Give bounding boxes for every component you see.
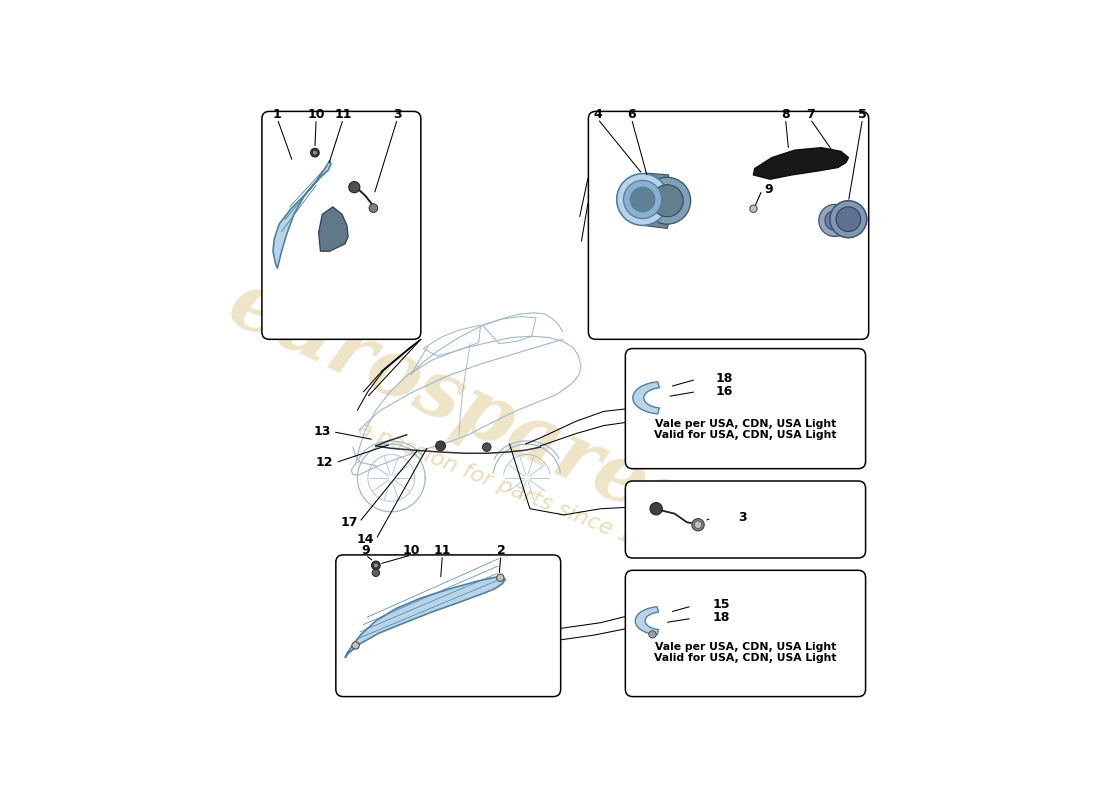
- Text: 10: 10: [307, 108, 324, 121]
- Circle shape: [649, 630, 656, 638]
- Circle shape: [352, 642, 360, 649]
- Text: 14: 14: [356, 533, 374, 546]
- Text: 6: 6: [627, 108, 636, 121]
- FancyBboxPatch shape: [262, 111, 421, 339]
- FancyBboxPatch shape: [625, 481, 866, 558]
- Circle shape: [617, 174, 669, 226]
- Text: 17: 17: [341, 516, 359, 529]
- Text: 15: 15: [712, 598, 729, 610]
- Circle shape: [310, 148, 319, 157]
- Text: 12: 12: [316, 456, 333, 469]
- Circle shape: [624, 180, 662, 218]
- Polygon shape: [642, 173, 670, 229]
- FancyBboxPatch shape: [625, 570, 866, 697]
- Circle shape: [818, 205, 850, 237]
- Circle shape: [694, 521, 702, 529]
- Text: 7: 7: [806, 108, 814, 121]
- Text: 18: 18: [715, 372, 733, 385]
- Circle shape: [836, 207, 860, 231]
- Circle shape: [692, 518, 704, 531]
- Circle shape: [483, 443, 491, 451]
- Text: eurospares: eurospares: [217, 263, 702, 545]
- Circle shape: [651, 185, 683, 217]
- Text: a passion for parts since 1985: a passion for parts since 1985: [355, 418, 674, 562]
- Text: 8: 8: [781, 108, 790, 121]
- Text: 9: 9: [361, 544, 370, 557]
- Circle shape: [750, 205, 757, 213]
- Circle shape: [825, 210, 845, 230]
- Text: 5: 5: [858, 108, 867, 121]
- Circle shape: [370, 204, 377, 213]
- Text: 18: 18: [712, 611, 729, 624]
- Polygon shape: [754, 148, 848, 179]
- Circle shape: [630, 187, 654, 212]
- Text: 13: 13: [314, 426, 331, 438]
- Text: 2: 2: [496, 544, 505, 557]
- Polygon shape: [636, 606, 659, 635]
- Circle shape: [373, 563, 378, 568]
- FancyBboxPatch shape: [588, 111, 869, 339]
- Text: Vale per USA, CDN, USA Light: Vale per USA, CDN, USA Light: [654, 418, 836, 429]
- Circle shape: [496, 574, 504, 582]
- Text: 3: 3: [393, 108, 402, 121]
- Circle shape: [372, 569, 379, 577]
- Polygon shape: [345, 577, 505, 658]
- Circle shape: [829, 201, 867, 238]
- Text: 16: 16: [715, 385, 733, 398]
- FancyBboxPatch shape: [336, 555, 561, 697]
- Text: 9: 9: [763, 183, 772, 196]
- Circle shape: [349, 182, 360, 193]
- Circle shape: [312, 150, 317, 155]
- Circle shape: [644, 178, 691, 224]
- Circle shape: [372, 561, 381, 570]
- Text: 1: 1: [273, 108, 282, 121]
- Polygon shape: [319, 207, 348, 251]
- Polygon shape: [632, 382, 659, 414]
- Text: Valid for USA, CDN, USA Light: Valid for USA, CDN, USA Light: [654, 654, 837, 663]
- FancyBboxPatch shape: [625, 349, 866, 469]
- Text: 11: 11: [334, 108, 352, 121]
- Circle shape: [436, 441, 446, 451]
- Text: Valid for USA, CDN, USA Light: Valid for USA, CDN, USA Light: [654, 430, 837, 440]
- Text: 11: 11: [433, 544, 451, 557]
- Text: 4: 4: [593, 108, 602, 121]
- Text: 10: 10: [403, 544, 420, 557]
- Polygon shape: [273, 161, 331, 269]
- Text: Vale per USA, CDN, USA Light: Vale per USA, CDN, USA Light: [654, 642, 836, 652]
- Text: 3: 3: [738, 511, 747, 525]
- Circle shape: [650, 502, 662, 515]
